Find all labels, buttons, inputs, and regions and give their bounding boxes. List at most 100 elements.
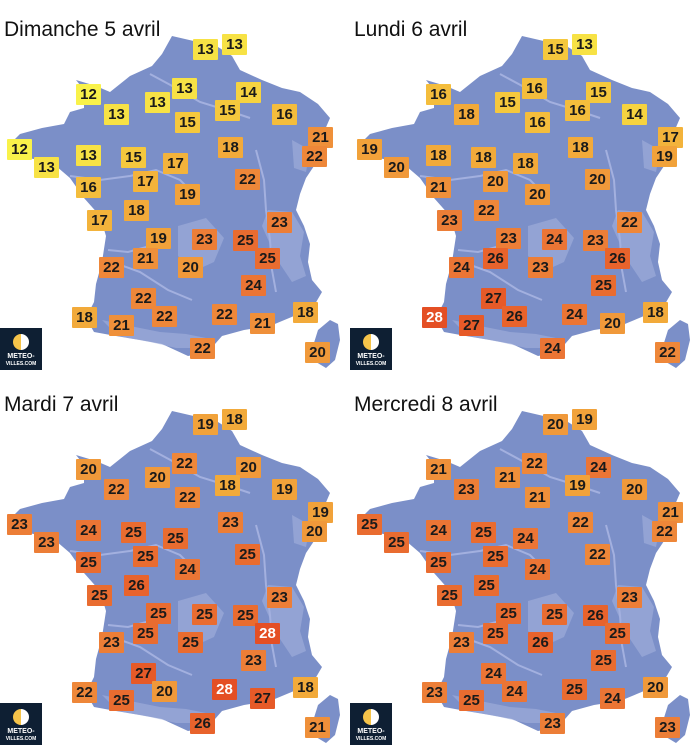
city-temperature-badge: 19 <box>652 146 677 167</box>
city-temperature-badge: 20 <box>483 171 508 192</box>
city-temperature-badge: 17 <box>658 127 683 148</box>
city-temperature-badge: 22 <box>212 304 237 325</box>
city-temperature-badge: 20 <box>236 457 261 478</box>
city-temperature-badge: 20 <box>302 521 327 542</box>
city-temperature-badge: 21 <box>305 717 330 738</box>
city-temperature-badge: 23 <box>34 532 59 553</box>
city-temperature-badge: 23 <box>267 587 292 608</box>
city-temperature-badge: 25 <box>591 650 616 671</box>
city-temperature-badge: 22 <box>617 212 642 233</box>
city-temperature-badge: 22 <box>235 169 260 190</box>
city-temperature-badge: 22 <box>99 257 124 278</box>
city-temperature-badge: 17 <box>87 210 112 231</box>
city-temperature-badge: 18 <box>215 475 240 496</box>
city-temperature-badge: 25 <box>255 248 280 269</box>
city-temperature-badge: 23 <box>496 228 521 249</box>
city-temperature-badge: 20 <box>622 479 647 500</box>
city-temperature-badge: 18 <box>218 137 243 158</box>
city-temperature-badge: 24 <box>540 338 565 359</box>
city-temperature-badge: 23 <box>528 257 553 278</box>
city-temperature-badge: 25 <box>483 546 508 567</box>
city-temperature-badge: 14 <box>622 104 647 125</box>
city-temperature-badge: 25 <box>542 604 567 625</box>
city-temperature-badge: 12 <box>76 84 101 105</box>
panel-date-title: Mardi 7 avril <box>4 393 119 416</box>
city-temperature-badge: 13 <box>193 39 218 60</box>
city-temperature-badge: 27 <box>131 663 156 684</box>
city-temperature-badge: 25 <box>437 585 462 606</box>
city-temperature-badge: 24 <box>502 681 527 702</box>
logo-text-line1: METEO- <box>357 728 385 735</box>
city-temperature-badge: 24 <box>542 229 567 250</box>
city-temperature-badge: 25 <box>192 604 217 625</box>
city-temperature-badge: 24 <box>600 688 625 709</box>
city-temperature-badge: 25 <box>109 690 134 711</box>
city-temperature-badge: 23 <box>655 717 680 738</box>
city-temperature-badge: 23 <box>583 230 608 251</box>
city-temperature-badge: 22 <box>131 288 156 309</box>
city-temperature-badge: 20 <box>585 169 610 190</box>
city-temperature-badge: 22 <box>474 200 499 221</box>
city-temperature-badge: 21 <box>495 467 520 488</box>
city-temperature-badge: 18 <box>293 677 318 698</box>
city-temperature-badge: 25 <box>591 275 616 296</box>
city-temperature-badge: 25 <box>483 623 508 644</box>
city-temperature-badge: 23 <box>422 682 447 703</box>
city-temperature-badge: 25 <box>562 679 587 700</box>
city-temperature-badge: 25 <box>233 230 258 251</box>
city-temperature-badge: 14 <box>236 82 261 103</box>
city-temperature-badge: 26 <box>605 248 630 269</box>
city-temperature-badge: 18 <box>426 145 451 166</box>
city-temperature-badge: 18 <box>222 409 247 430</box>
city-temperature-badge: 13 <box>34 157 59 178</box>
city-temperature-badge: 24 <box>525 559 550 580</box>
logo-text-line2: VILLES.COM <box>5 361 37 367</box>
panel-date-title: Dimanche 5 avril <box>4 18 161 41</box>
city-temperature-badge: 23 <box>218 512 243 533</box>
city-temperature-badge: 22 <box>655 342 680 363</box>
city-temperature-badge: 16 <box>272 104 297 125</box>
city-temperature-badge: 25 <box>133 546 158 567</box>
city-temperature-badge: 28 <box>255 623 280 644</box>
city-temperature-badge: 15 <box>175 112 200 133</box>
city-temperature-badge: 24 <box>241 275 266 296</box>
city-temperature-badge: 22 <box>302 146 327 167</box>
city-temperature-badge: 23 <box>99 632 124 653</box>
city-temperature-badge: 22 <box>522 453 547 474</box>
city-temperature-badge: 23 <box>192 229 217 250</box>
city-temperature-badge: 28 <box>422 307 447 328</box>
city-temperature-badge: 16 <box>426 84 451 105</box>
city-temperature-badge: 25 <box>133 623 158 644</box>
city-temperature-badge: 25 <box>121 522 146 543</box>
city-temperature-badge: 22 <box>175 487 200 508</box>
city-temperature-badge: 25 <box>146 603 171 624</box>
city-temperature-badge: 23 <box>437 210 462 231</box>
city-temperature-badge: 23 <box>454 479 479 500</box>
city-temperature-badge: 26 <box>528 632 553 653</box>
city-temperature-badge: 21 <box>426 177 451 198</box>
city-temperature-badge: 16 <box>76 177 101 198</box>
city-temperature-badge: 22 <box>152 306 177 327</box>
city-temperature-badge: 23 <box>540 713 565 734</box>
city-temperature-badge: 27 <box>250 688 275 709</box>
city-temperature-badge: 13 <box>572 34 597 55</box>
city-temperature-badge: 20 <box>152 681 177 702</box>
sun-moon-icon <box>363 709 379 725</box>
logo-text-line2: VILLES.COM <box>355 736 387 742</box>
meteo-villes-logo: METEO- VILLES.COM <box>0 328 42 370</box>
city-temperature-badge: 19 <box>308 502 333 523</box>
city-temperature-badge: 28 <box>212 679 237 700</box>
city-temperature-badge: 21 <box>109 315 134 336</box>
city-temperature-badge: 19 <box>146 228 171 249</box>
forecast-panel-1: Dimanche 5 avril 13 13 12 13 13 13 14 15 15 16 12 1… <box>0 0 350 375</box>
forecast-panel-3: Mardi 7 avril 19 18 20 22 20 22 20 18 22 19 23 23 24… <box>0 375 350 750</box>
city-temperature-badge: 22 <box>652 521 677 542</box>
city-temperature-badge: 24 <box>426 520 451 541</box>
city-temperature-badge: 20 <box>178 257 203 278</box>
city-temperature-badge: 19 <box>272 479 297 500</box>
city-temperature-badge: 21 <box>133 248 158 269</box>
city-temperature-badge: 18 <box>72 307 97 328</box>
city-temperature-badge: 22 <box>190 338 215 359</box>
city-temperature-badge: 25 <box>426 552 451 573</box>
city-temperature-badge: 25 <box>76 552 101 573</box>
